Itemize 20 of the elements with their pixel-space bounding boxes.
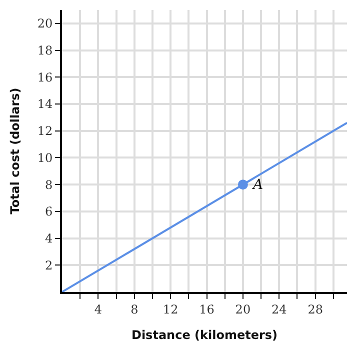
x-tick-label: 20: [235, 302, 251, 316]
y-tick-label: 20: [37, 16, 53, 31]
x-tick-label: 4: [94, 302, 102, 316]
x-axis-title: Distance (kilometers): [131, 328, 278, 342]
y-tick-label: 18: [37, 43, 53, 58]
y-tick-label: 12: [37, 124, 53, 138]
x-tick-label: 24: [272, 302, 288, 316]
annotation: A: [251, 177, 264, 193]
y-tick-label: 8: [44, 178, 53, 192]
x-tick-label: 12: [162, 302, 178, 316]
x-tick-label: 16: [199, 302, 214, 316]
x-tick-label: 28: [308, 302, 323, 316]
y-tick-label: 4: [44, 231, 53, 246]
y-tick-label: 14: [37, 97, 53, 112]
y-tick-label: 16: [37, 70, 53, 84]
y-tick-label: 6: [44, 204, 53, 219]
y-axis-title: Total cost (dollars): [8, 88, 22, 214]
x-tick-label: 8: [130, 302, 138, 316]
y-tick-label: 2: [44, 258, 53, 272]
y-tick-label: 10: [37, 150, 53, 165]
